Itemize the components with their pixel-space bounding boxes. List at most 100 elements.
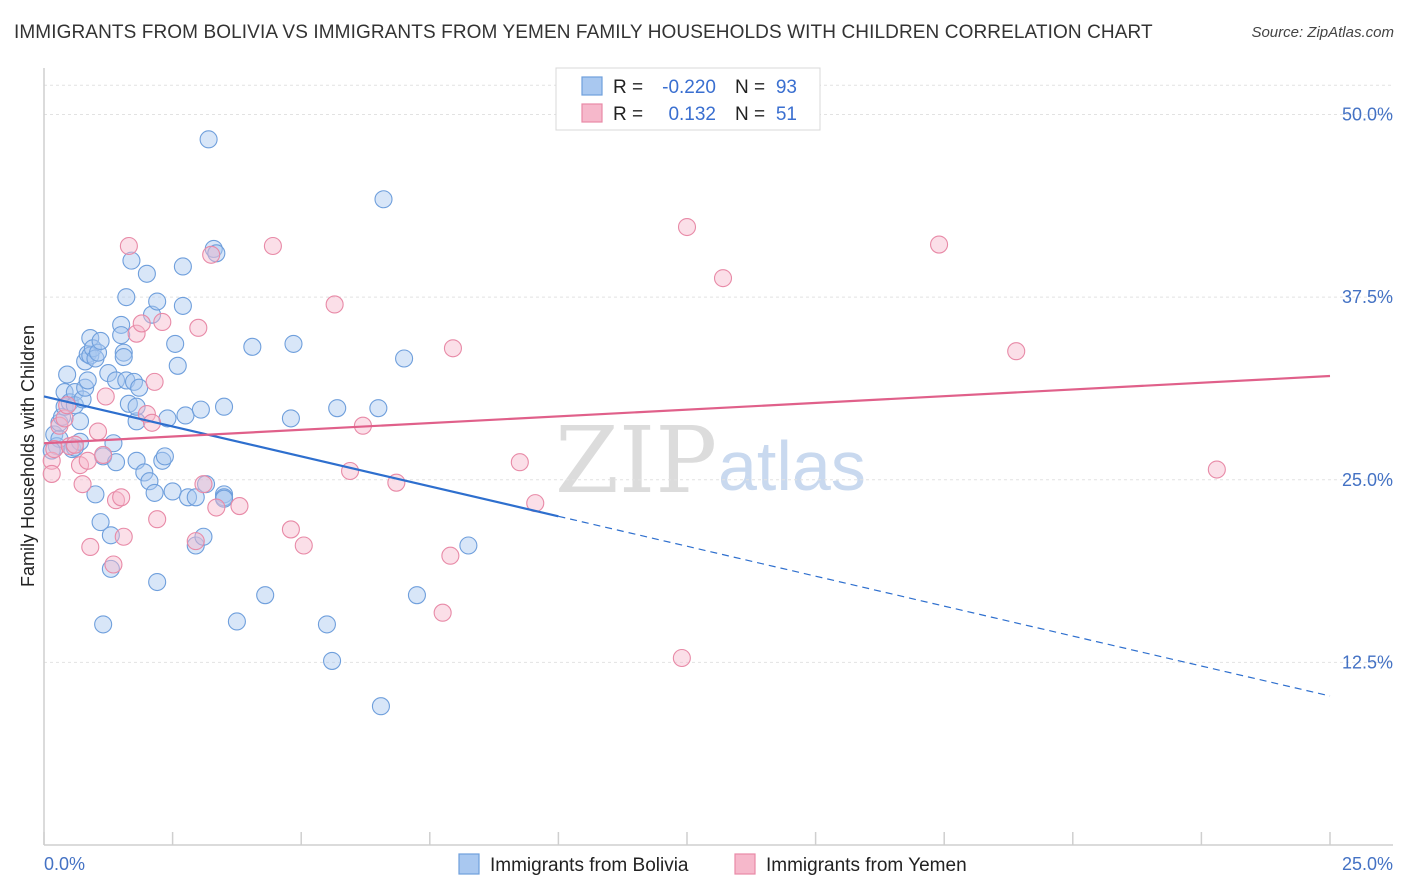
yemen-point — [433, 603, 452, 622]
yemen-trend-line — [43, 374, 1331, 445]
bolivia-point — [199, 130, 218, 149]
bolivia-point — [281, 409, 300, 428]
yemen-point — [441, 546, 460, 565]
yemen-point — [55, 409, 74, 428]
yemen-point — [65, 435, 84, 454]
yemen-point — [202, 245, 221, 264]
bolivia-point — [317, 615, 336, 634]
bolivia-point — [145, 483, 164, 502]
yemen-point — [294, 536, 313, 555]
bolivia-point — [76, 378, 95, 397]
bolivia-point — [127, 397, 146, 416]
bolivia-point — [243, 337, 262, 356]
bolivia-point — [70, 412, 90, 431]
yemen-point — [78, 451, 97, 470]
yemen-point — [930, 235, 949, 254]
bolivia-point — [395, 349, 414, 368]
bolivia-point — [124, 372, 144, 391]
bolivia-point — [459, 536, 478, 555]
yemen-point — [341, 461, 360, 481]
chart-title: IMMIGRANTS FROM BOLIVIA VS IMMIGRANTS FR… — [14, 22, 1153, 43]
bolivia-point — [407, 586, 426, 605]
yemen-point — [42, 464, 61, 483]
bolivia-trend-line-extension — [558, 515, 1331, 697]
bolivia-point — [256, 586, 275, 605]
stats-r-value-yemen: 0.132 — [668, 104, 716, 125]
yemen-point — [186, 532, 205, 551]
yemen-point — [153, 312, 172, 332]
yemen-point — [189, 318, 208, 337]
stats-n-label-bolivia: N = — [735, 77, 765, 98]
bolivia-point — [163, 482, 182, 501]
bolivia-point — [88, 343, 108, 362]
yemen-point — [104, 555, 123, 574]
y-tick-labels: 12.5% 25.0% 37.5% 50.0% — [1342, 105, 1393, 673]
yemen-point — [81, 537, 100, 557]
bolivia-point — [166, 334, 185, 353]
bolivia-point — [227, 612, 246, 631]
stats-box: R = -0.220 N = 93 R = 0.132 N = 51 — [555, 67, 821, 131]
bolivia-point — [369, 399, 388, 418]
yemen-point — [127, 324, 146, 343]
bolivia-point — [178, 488, 198, 507]
legend: Immigrants from Bolivia Immigrants from … — [458, 853, 967, 876]
yemen-point — [713, 269, 733, 288]
bolivia-point — [328, 399, 347, 418]
yemen-point — [88, 422, 108, 441]
yemen-point — [677, 217, 697, 237]
watermark: ZIP atlas — [555, 407, 866, 514]
x-tick-label-min: 0.0% — [44, 854, 85, 874]
yemen-point — [510, 453, 529, 472]
bolivia-point — [176, 406, 195, 425]
yemen-point — [1207, 460, 1226, 479]
bolivia-point — [114, 343, 133, 362]
yemen-point — [672, 648, 691, 668]
yemen-point — [96, 387, 115, 406]
y-tick-label: 12.5% — [1342, 652, 1393, 672]
bolivia-point — [117, 288, 136, 307]
stats-r-label-bolivia: R = — [613, 77, 643, 98]
stats-swatch-bolivia — [581, 76, 603, 96]
bolivia-point — [371, 697, 390, 716]
chart-source: Source: ZipAtlas.com — [1251, 24, 1394, 41]
legend-label-yemen: Immigrants from Yemen — [766, 855, 967, 876]
yemen-point — [230, 497, 249, 516]
legend-swatch-yemen — [734, 853, 756, 875]
yemen-point — [325, 295, 344, 314]
stats-n-value-yemen: 51 — [776, 104, 797, 125]
yemen-point — [42, 451, 61, 470]
bolivia-point — [130, 378, 149, 397]
bolivia-point — [91, 513, 110, 532]
yemen-point — [281, 520, 300, 539]
yemen-point — [145, 372, 164, 391]
bolivia-point — [58, 365, 77, 384]
yemen-point — [119, 236, 138, 256]
stats-n-value-bolivia: 93 — [776, 77, 797, 98]
bolivia-point — [214, 397, 234, 416]
y-tick-label: 50.0% — [1342, 105, 1393, 125]
legend-swatch-bolivia — [458, 853, 480, 875]
bolivia-point — [101, 526, 120, 545]
yemen-point — [148, 510, 167, 529]
legend-label-bolivia: Immigrants from Bolivia — [490, 855, 689, 876]
yemen-points — [42, 217, 1226, 668]
bolivia-point — [91, 331, 110, 351]
bolivia-point — [94, 615, 113, 634]
yemen-point — [58, 396, 77, 415]
x-tick-label-max: 25.0% — [1342, 854, 1393, 874]
bolivia-point — [284, 334, 303, 353]
yemen-point — [132, 314, 151, 333]
bolivia-point — [137, 264, 156, 283]
bolivia-point — [135, 463, 154, 482]
bolivia-point — [106, 371, 126, 390]
yemen-point — [137, 404, 156, 424]
yemen-point — [114, 527, 133, 546]
yemen-point — [207, 498, 226, 517]
watermark-zip: ZIP — [555, 407, 717, 514]
bolivia-point — [148, 572, 167, 592]
y-tick-label: 25.0% — [1342, 470, 1393, 490]
watermark-atlas: atlas — [718, 427, 866, 505]
yemen-point — [112, 488, 131, 507]
bolivia-point — [173, 296, 192, 315]
